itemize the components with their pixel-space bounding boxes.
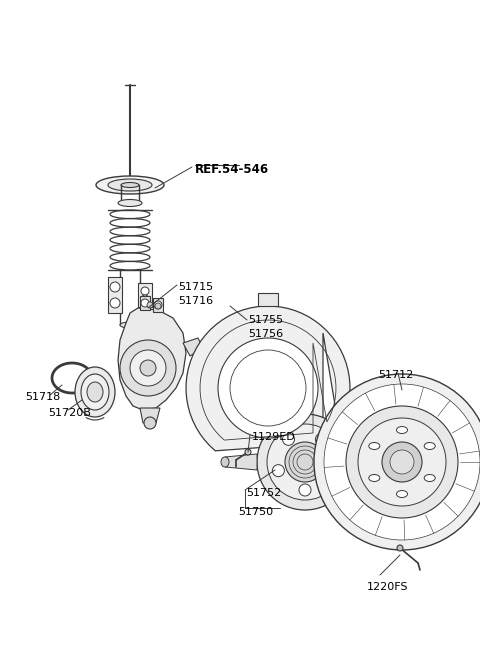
Text: REF.54-546: REF.54-546: [195, 163, 269, 176]
Polygon shape: [258, 293, 278, 306]
Circle shape: [283, 434, 295, 445]
Text: 51752: 51752: [246, 488, 281, 498]
Ellipse shape: [369, 443, 380, 449]
Circle shape: [140, 360, 156, 376]
Polygon shape: [186, 306, 350, 451]
Circle shape: [315, 434, 327, 445]
Text: 51718: 51718: [25, 392, 60, 402]
Polygon shape: [140, 296, 150, 310]
Circle shape: [245, 449, 251, 455]
Circle shape: [299, 484, 311, 496]
Ellipse shape: [221, 457, 229, 467]
Ellipse shape: [81, 374, 109, 410]
Ellipse shape: [424, 474, 435, 482]
Circle shape: [130, 350, 166, 386]
Circle shape: [382, 442, 422, 482]
Text: 51750: 51750: [238, 507, 273, 517]
Circle shape: [144, 417, 156, 429]
Polygon shape: [118, 308, 186, 410]
Circle shape: [257, 414, 353, 510]
Polygon shape: [225, 454, 257, 470]
Ellipse shape: [424, 443, 435, 449]
Circle shape: [141, 295, 149, 303]
Circle shape: [141, 287, 149, 295]
Text: 51716: 51716: [178, 296, 213, 306]
Text: 51715: 51715: [178, 282, 213, 292]
Text: 51712: 51712: [378, 370, 413, 380]
Polygon shape: [138, 283, 152, 307]
Circle shape: [267, 424, 343, 500]
Text: 1129ED: 1129ED: [252, 432, 296, 442]
Circle shape: [325, 464, 337, 477]
Ellipse shape: [396, 426, 408, 434]
Text: 1220FS: 1220FS: [367, 582, 408, 592]
Circle shape: [397, 545, 403, 551]
Polygon shape: [183, 338, 203, 356]
Ellipse shape: [96, 176, 164, 194]
Text: 51755: 51755: [248, 315, 283, 325]
Ellipse shape: [120, 322, 140, 328]
Circle shape: [154, 301, 162, 309]
Circle shape: [272, 464, 284, 477]
Circle shape: [120, 340, 176, 396]
Circle shape: [314, 374, 480, 550]
Circle shape: [141, 299, 149, 307]
Circle shape: [110, 298, 120, 308]
Ellipse shape: [108, 179, 152, 191]
Circle shape: [230, 350, 306, 426]
Ellipse shape: [75, 367, 115, 417]
Circle shape: [324, 384, 480, 540]
Ellipse shape: [87, 382, 103, 402]
Circle shape: [390, 450, 414, 474]
Ellipse shape: [118, 199, 142, 207]
Polygon shape: [108, 277, 122, 313]
Circle shape: [218, 338, 318, 438]
Ellipse shape: [121, 182, 139, 188]
Circle shape: [285, 442, 325, 482]
Text: 51756: 51756: [248, 329, 283, 339]
Circle shape: [358, 418, 446, 506]
Circle shape: [155, 303, 161, 309]
Circle shape: [346, 406, 458, 518]
Polygon shape: [140, 408, 160, 423]
Circle shape: [110, 282, 120, 292]
Ellipse shape: [369, 474, 380, 482]
Polygon shape: [153, 298, 163, 312]
Circle shape: [147, 302, 153, 308]
Text: 51720B: 51720B: [48, 408, 91, 418]
Ellipse shape: [396, 491, 408, 497]
